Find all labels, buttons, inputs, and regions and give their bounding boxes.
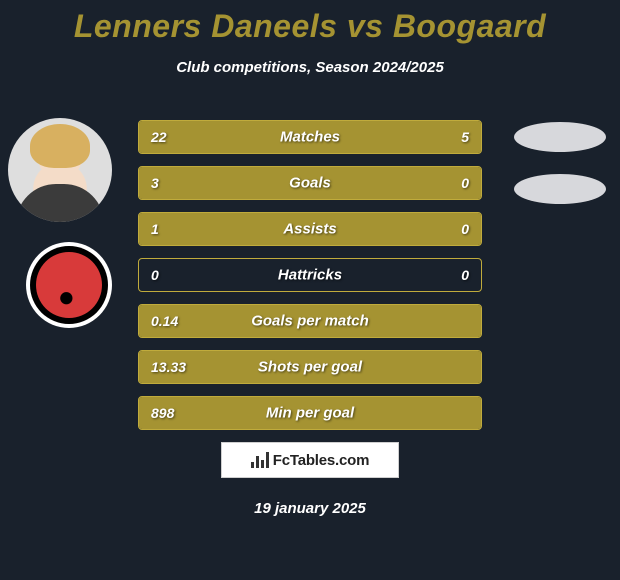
stat-label: Goals	[139, 175, 481, 192]
page-title: Lenners Daneels vs Boogaard	[0, 0, 620, 45]
left-avatars	[8, 118, 118, 328]
right-avatars	[514, 122, 606, 226]
date-label: 19 january 2025	[0, 500, 620, 517]
stat-label: Min per goal	[139, 405, 481, 422]
stat-row: 0.14Goals per match	[138, 304, 482, 338]
stat-label: Goals per match	[139, 313, 481, 330]
stat-row: 3Goals0	[138, 166, 482, 200]
stat-value-right: 0	[461, 221, 469, 237]
stat-row: 1Assists0	[138, 212, 482, 246]
stat-label: Hattricks	[139, 267, 481, 284]
barchart-icon	[251, 452, 269, 468]
player2-club-placeholder	[514, 174, 606, 204]
player2-avatar-placeholder	[514, 122, 606, 152]
stat-row: 0Hattricks0	[138, 258, 482, 292]
stat-value-right: 5	[461, 129, 469, 145]
stat-value-right: 0	[461, 175, 469, 191]
stat-row: 898Min per goal	[138, 396, 482, 430]
stat-label: Assists	[139, 221, 481, 238]
player1-club-badge	[26, 242, 112, 328]
stat-label: Matches	[139, 129, 481, 146]
stat-row: 13.33Shots per goal	[138, 350, 482, 384]
stat-row: 22Matches5	[138, 120, 482, 154]
stat-value-right: 0	[461, 267, 469, 283]
logo-text: FcTables.com	[273, 452, 370, 469]
fctables-logo: FcTables.com	[221, 442, 399, 478]
stat-label: Shots per goal	[139, 359, 481, 376]
player1-avatar	[8, 118, 112, 222]
page-subtitle: Club competitions, Season 2024/2025	[0, 59, 620, 76]
stats-bars: 22Matches53Goals01Assists00Hattricks00.1…	[138, 120, 482, 442]
